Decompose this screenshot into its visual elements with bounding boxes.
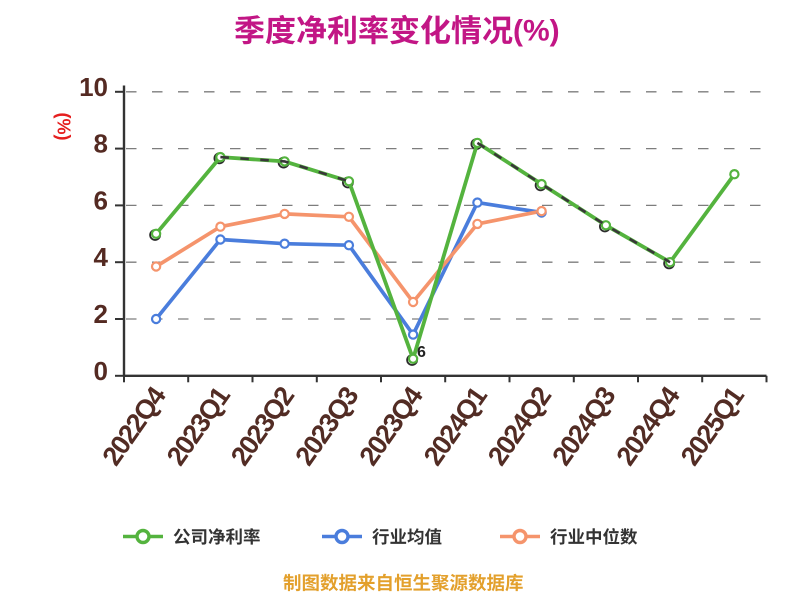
svg-text:2: 2: [94, 299, 108, 329]
svg-text:0: 0: [94, 356, 108, 386]
svg-text:8: 8: [94, 129, 108, 159]
svg-text:(%): (%): [54, 113, 74, 141]
svg-text:10: 10: [79, 72, 108, 102]
svg-text:4: 4: [94, 242, 109, 272]
svg-text:6: 6: [94, 185, 108, 215]
svg-text:6: 6: [417, 344, 426, 361]
svg-text:(%): (%): [513, 15, 560, 48]
